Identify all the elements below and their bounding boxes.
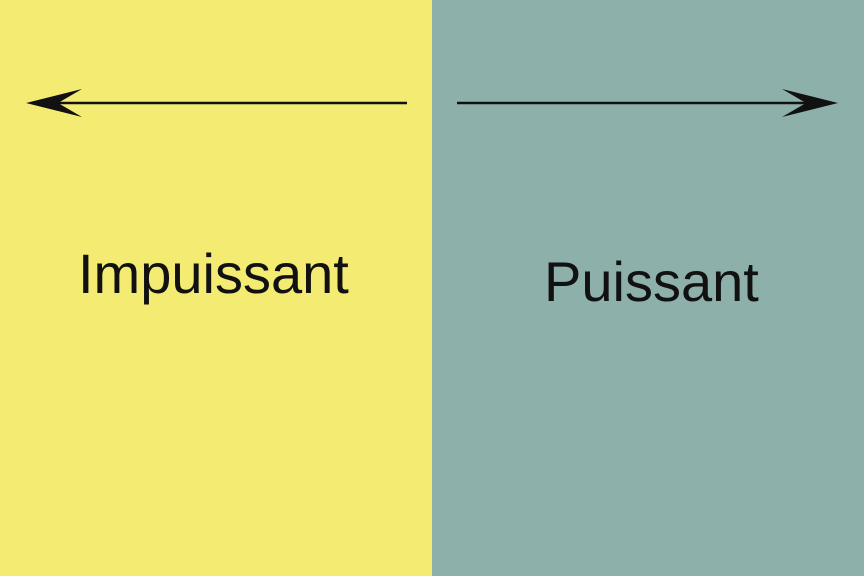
right-panel: Puissant (432, 0, 864, 576)
right-label: Puissant (544, 250, 759, 313)
left-panel: Impuissant (0, 0, 432, 576)
right-arrow-icon (457, 89, 838, 117)
left-arrow-icon (26, 89, 407, 117)
left-label: Impuissant (78, 242, 349, 305)
